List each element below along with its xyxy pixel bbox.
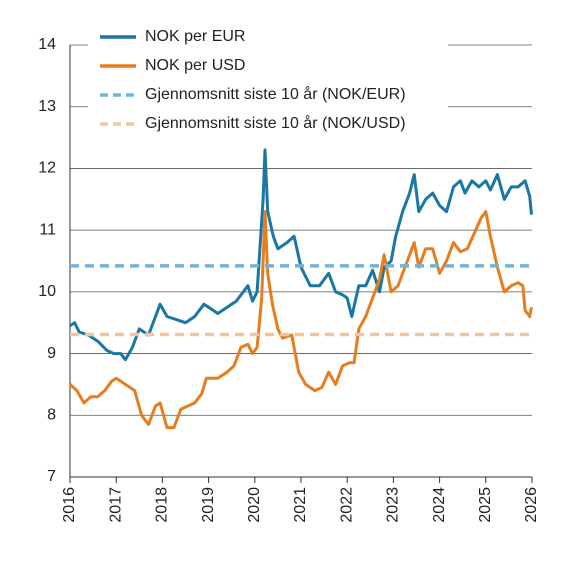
y-tick-label: 13 [38, 98, 56, 115]
legend-label: NOK per EUR [145, 28, 245, 45]
legend-label: NOK per USD [145, 57, 245, 74]
x-tick-label: 2019 [200, 487, 217, 523]
x-tick-label: 2025 [477, 487, 494, 523]
y-tick-label: 9 [47, 345, 56, 362]
series-line [68, 210, 533, 430]
x-tick-label: 2016 [61, 487, 78, 523]
legend-label: Gjennomsnitt siste 10 år (NOK/EUR) [145, 85, 406, 103]
x-tick-label: 2017 [107, 487, 124, 523]
legend-box [88, 24, 448, 138]
y-tick-label: 7 [47, 468, 56, 485]
y-tick-label: 8 [47, 407, 56, 424]
y-tick-label: 10 [38, 283, 56, 300]
x-tick-label: 2020 [246, 487, 263, 523]
series-line [69, 148, 533, 362]
x-tick-label: 2021 [292, 487, 309, 523]
y-tick-label: 12 [38, 160, 56, 177]
x-tick-label: 2023 [385, 487, 402, 523]
x-tick-label: 2024 [431, 487, 448, 523]
y-tick-label: 14 [38, 36, 56, 53]
x-tick-label: 2018 [154, 487, 171, 523]
x-tick-label: 2026 [523, 487, 540, 523]
y-tick-label: 11 [39, 221, 56, 238]
x-tick-label: 2022 [338, 487, 355, 523]
legend-label: Gjennomsnitt siste 10 år (NOK/USD) [145, 114, 406, 132]
